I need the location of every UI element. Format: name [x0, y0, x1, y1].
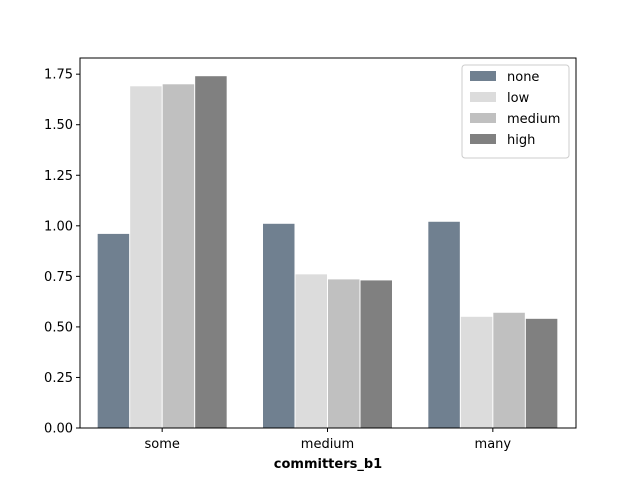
legend-label-low: low: [507, 91, 530, 106]
bar-medium-some: [162, 84, 195, 429]
y-tick-label: 0.25: [44, 371, 73, 386]
y-tick-label: 0.75: [44, 270, 73, 285]
bar-medium-many: [493, 312, 525, 428]
bar-none-many: [428, 221, 460, 428]
legend-swatch-high: [470, 134, 496, 144]
y-tick-label: 1.50: [44, 118, 73, 133]
bar-low-medium: [295, 274, 327, 428]
y-tick-label: 1.75: [44, 68, 73, 83]
x-axis-title: committers_b1: [274, 457, 382, 472]
legend-swatch-medium: [470, 113, 496, 123]
legend-label-none: none: [507, 70, 539, 85]
bar-medium-medium: [328, 279, 360, 428]
x-axis: some medium many: [144, 428, 511, 452]
bar-none-some: [97, 233, 130, 428]
legend-swatch-low: [470, 92, 496, 102]
bar-low-many: [460, 316, 493, 428]
x-tick-label: many: [475, 437, 512, 452]
y-tick-label: 0.50: [44, 320, 73, 335]
legend-label-high: high: [507, 133, 535, 148]
bar-low-some: [130, 86, 162, 429]
y-tick-label: 1.00: [44, 219, 73, 234]
bars-layer: [97, 76, 558, 429]
bar-high-medium: [360, 280, 392, 428]
legend-swatch-none: [470, 71, 496, 81]
bar-none-medium: [263, 223, 295, 428]
bar-high-some: [195, 76, 227, 429]
x-tick-label: medium: [301, 437, 354, 452]
y-tick-label: 1.25: [44, 169, 73, 184]
bar-high-many: [525, 318, 558, 428]
x-tick-label: some: [144, 437, 179, 452]
y-tick-label: 0.00: [44, 422, 73, 437]
legend-label-medium: medium: [507, 112, 560, 127]
legend: none low medium high: [461, 64, 570, 159]
y-axis: 0.00 0.25 0.50 0.75 1.00 1.25 1.50 1.75: [44, 68, 80, 437]
